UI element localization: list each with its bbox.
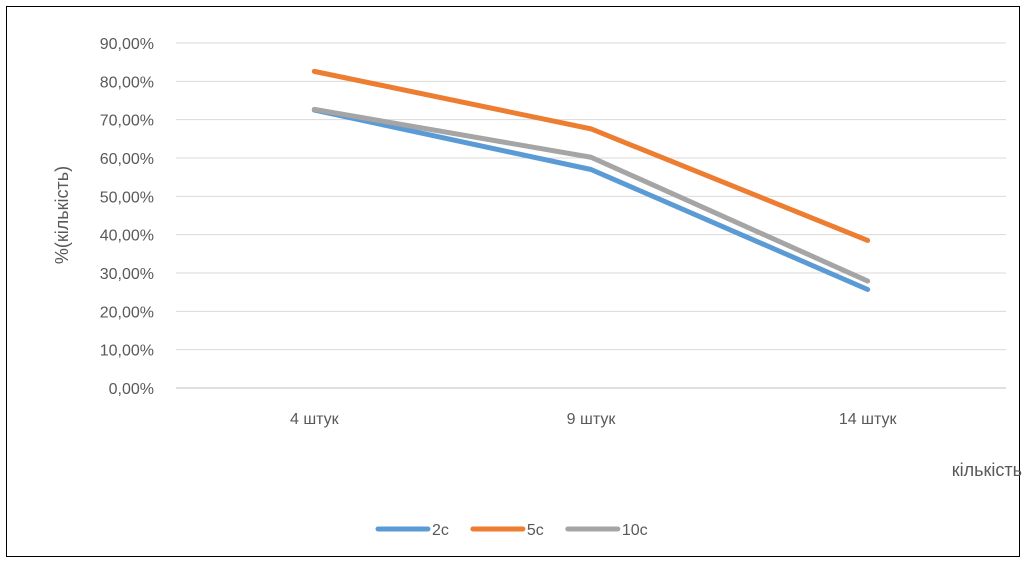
series-line [311,68,871,243]
y-tick-labels: 0,00% 10,00% 20,00% 30,00% 40,00% 50,00% 60,00… [100,36,154,398]
x-tick-labels: 4 штук 9 штук 14 штук [290,411,897,428]
legend-label: 10с [622,522,648,539]
legend: 2с 5с 10с [375,522,648,539]
x-tick-label: 9 штук [567,411,617,428]
legend-label: 2с [432,522,449,539]
legend-label: 5с [527,522,544,539]
y-tick-label: 50,00% [100,189,154,206]
y-tick-label: 90,00% [100,36,154,53]
series-line [311,106,871,284]
y-tick-label: 80,00% [100,74,154,91]
y-tick-label: 30,00% [100,266,154,283]
series-lines [311,68,871,292]
y-tick-label: 60,00% [100,151,154,168]
y-tick-label: 70,00% [100,113,154,130]
y-tick-label: 10,00% [100,343,154,360]
x-axis-title: кількість [952,460,1022,480]
y-tick-label: 40,00% [100,228,154,245]
x-tick-label: 14 штук [839,411,898,428]
x-tick-label: 4 штук [290,411,340,428]
gridlines [176,42,1006,389]
y-tick-label: 0,00% [109,381,154,398]
y-tick-label: 20,00% [100,304,154,321]
y-axis-title: %(кількість) [52,166,72,264]
series-line [311,107,871,292]
